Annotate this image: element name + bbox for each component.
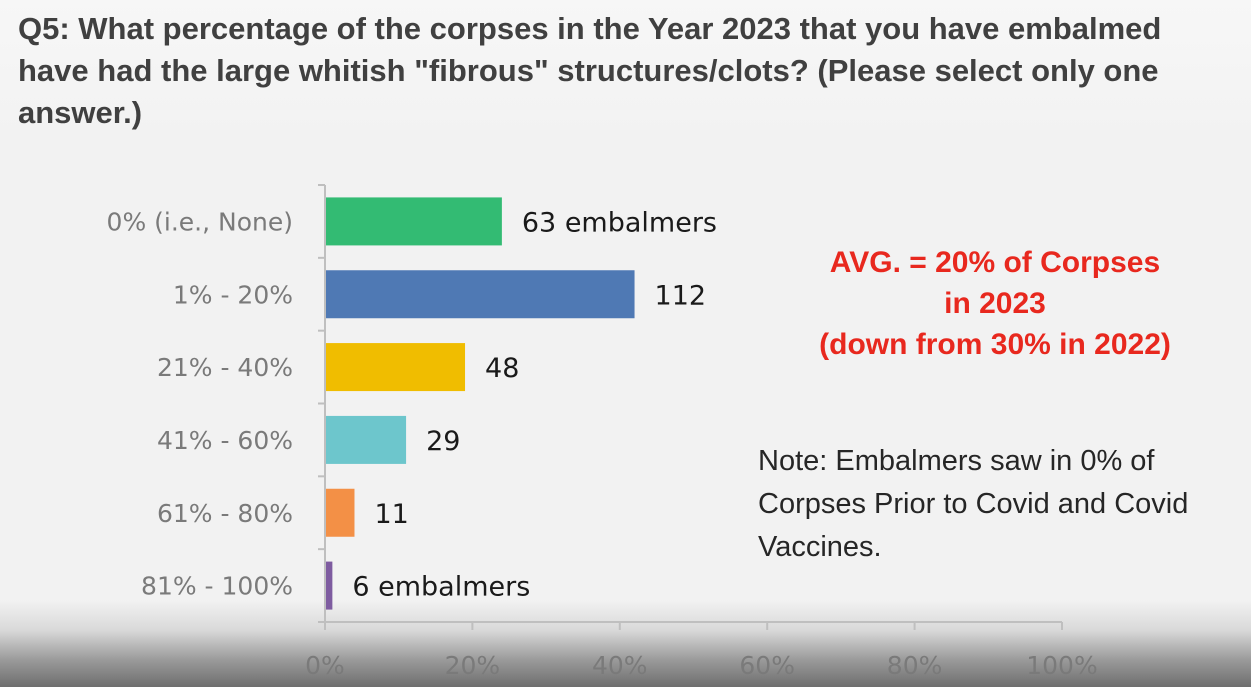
data-label-5: 6 embalmers <box>352 572 530 603</box>
category-label-5: 81% - 100% <box>141 572 293 601</box>
axes-layer <box>318 184 1063 630</box>
x-tick-label-2: 40% <box>592 651 648 680</box>
x-tick-label-5: 100% <box>1026 651 1097 680</box>
average-annotation-line-1: AVG. = 20% of Corpses <box>829 246 1161 279</box>
question-title: Q5: What percentage of the corpses in th… <box>18 11 1162 130</box>
footnote-note: Note: Embalmers saw in 0% of Corpses Pri… <box>758 445 1189 563</box>
data-label-3: 29 <box>426 426 460 457</box>
bars-layer <box>325 197 635 610</box>
data-label-4: 11 <box>374 499 408 530</box>
category-label-4: 61% - 80% <box>157 499 293 528</box>
bar-3 <box>325 415 407 464</box>
data-label-1: 112 <box>655 280 707 311</box>
labels-layer: 0% (i.e., None) 63 embalmers 1% - 20% 112 21… <box>107 207 1098 680</box>
x-tick-label-3: 60% <box>739 651 795 680</box>
category-label-1: 1% - 20% <box>173 280 293 309</box>
bar-5 <box>325 561 333 610</box>
bar-4 <box>325 488 355 537</box>
data-label-2: 48 <box>485 353 519 384</box>
x-tick-label-4: 80% <box>887 651 943 680</box>
data-label-0: 63 embalmers <box>522 207 717 238</box>
x-tick-label-0: 0% <box>305 651 345 680</box>
category-label-2: 21% - 40% <box>157 353 293 382</box>
average-annotation-line-3: (down from 30% in 2022) <box>819 328 1171 361</box>
category-label-0: 0% (i.e., None) <box>107 207 293 236</box>
bar-1 <box>325 270 635 319</box>
bar-0 <box>325 197 502 246</box>
average-annotation-line-2: in 2023 <box>944 287 1046 320</box>
x-tick-label-1: 20% <box>445 651 501 680</box>
category-label-3: 41% - 60% <box>157 426 293 455</box>
average-annotation: AVG. = 20% of Corpses in 2023 (down from… <box>760 242 1230 365</box>
bar-2 <box>325 343 466 392</box>
